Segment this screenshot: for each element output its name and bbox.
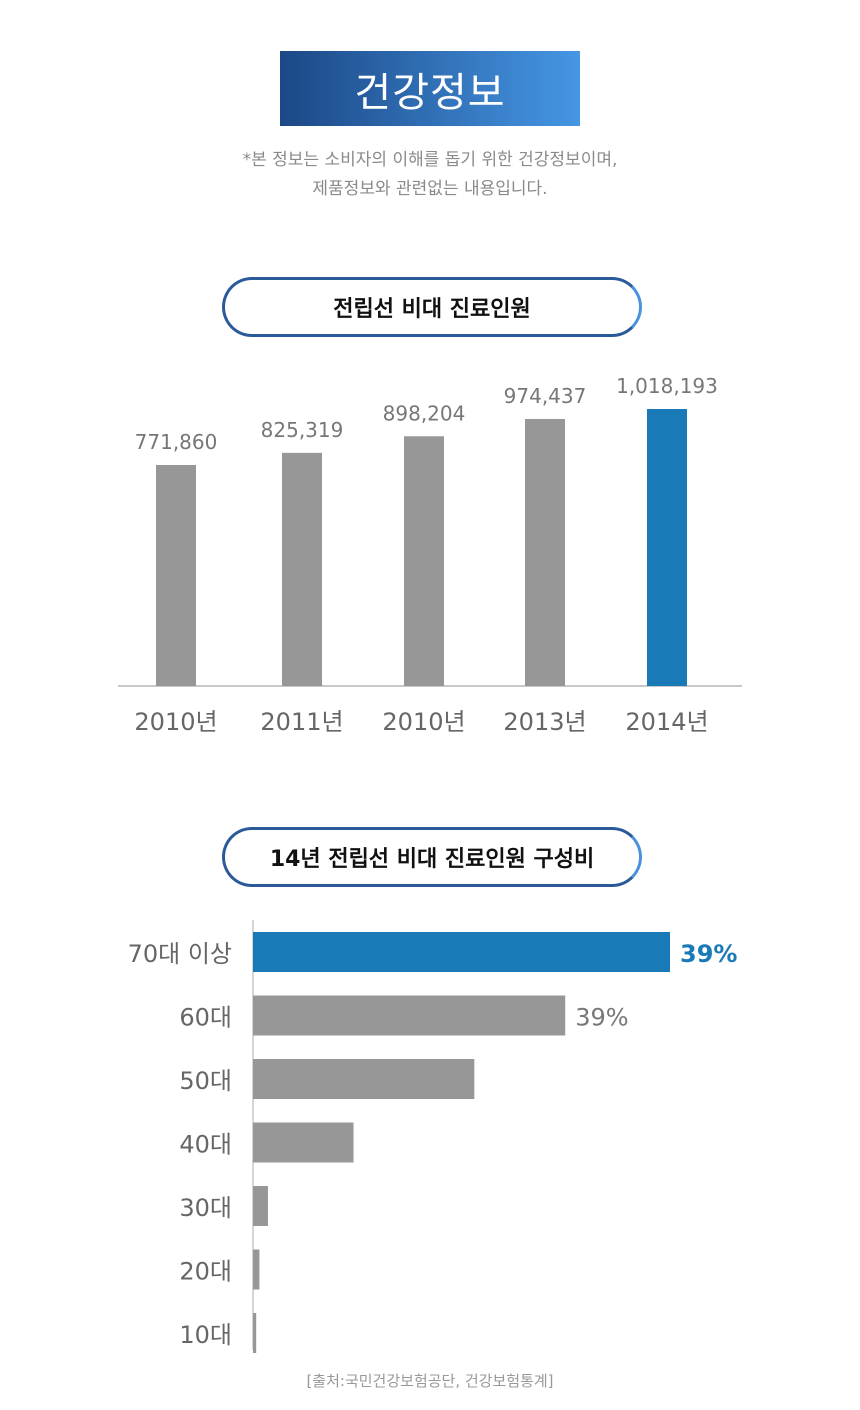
x-tick-label: 2014년 [625,708,708,736]
bar-10대 [253,1313,257,1353]
horizontal-bar-chart: 70대 이상 39% 60대 39% 50대 40대 30대 20대 10대 [128,920,737,1353]
chart1-title-text: 전립선 비대 진료인원 [333,297,531,322]
x-tick-label: 2011년 [260,708,343,736]
bar-40대 [253,1122,354,1163]
data-label: 825,319 [261,418,344,442]
data-label: 898,204 [383,401,466,425]
bar-2014년 [647,409,687,686]
y-tick-label: 30대 [179,1194,232,1222]
x-tick-label: 2010년 [382,708,465,736]
disclaimer-line-2: 제품정보와 관련없는 내용입니다. [312,179,548,199]
bar-30대 [253,1186,268,1226]
disclaimer-line-1: *본 정보는 소비자의 이해를 돕기 위한 건강정보이며, [242,150,618,170]
chart2-title: 14년 전립선 비대 진료인원 구성비 [222,827,642,887]
x-tick-label: 2013년 [503,708,586,736]
y-tick-label: 20대 [179,1258,232,1286]
bar-50대 [253,1059,475,1099]
y-tick-label: 60대 [179,1004,232,1032]
page-title-banner: 건강정보 [280,51,580,126]
chart1-title: 전립선 비대 진료인원 [222,277,642,337]
bar-60대 [253,995,566,1036]
y-tick-label: 50대 [179,1067,232,1095]
y-tick-label: 40대 [179,1131,232,1159]
bar-2010년 [404,436,444,686]
y-tick-label: 10대 [179,1321,232,1349]
bar-2010년 [156,464,196,686]
data-label: 39% [575,1004,628,1032]
data-label: 39% [680,940,737,968]
data-label: 771,860 [135,430,218,454]
vertical-bar-chart: 771,860 2010년 825,319 2011년 898,204 2010년 974,… [118,374,742,736]
data-label: 1,018,193 [616,374,718,398]
source-note: [출처:국민건강보험공단, 건강보험통계] [306,1372,554,1390]
page-title: 건강정보 [354,69,506,116]
bar-70대 이상 [253,932,670,972]
bar-2013년 [525,418,565,686]
bar-2011년 [282,452,322,686]
x-tick-label: 2010년 [134,708,217,736]
disclaimer: *본 정보는 소비자의 이해를 돕기 위한 건강정보이며, 제품정보와 관련없는… [0,146,860,204]
bar-20대 [253,1249,260,1290]
data-label: 974,437 [504,384,587,408]
y-tick-label: 70대 이상 [128,940,232,968]
chart2-title-text: 14년 전립선 비대 진료인원 구성비 [269,847,595,872]
